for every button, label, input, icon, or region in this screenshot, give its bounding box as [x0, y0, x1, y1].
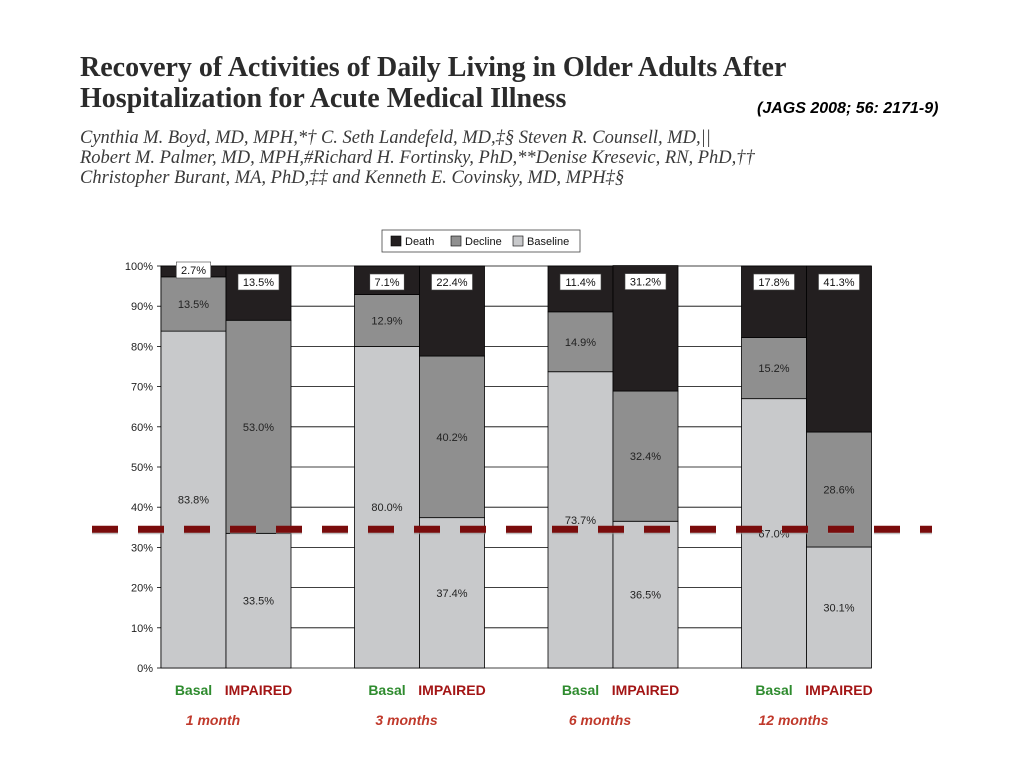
category-label-impaired: IMPAIRED	[224, 682, 293, 698]
author-list: Cynthia M. Boyd, MD, MPH,*† C. Seth Land…	[80, 128, 755, 188]
data-label-box	[624, 273, 667, 290]
author-line-3: Christopher Burant, MA, PhD,‡‡ and Kenne…	[80, 168, 625, 188]
data-label-decline: 15.2%	[758, 363, 789, 375]
bar-segment-decline	[547, 311, 614, 373]
bar-segment-decline	[160, 276, 227, 332]
data-label-decline: 32.4%	[630, 451, 661, 463]
category-label-impaired: IMPAIRED	[418, 682, 486, 698]
data-label-decline: 28.6%	[823, 485, 854, 497]
title-line-2: Hospitalization for Acute Medical Illnes…	[80, 83, 567, 114]
category-label-basal: Basal	[561, 682, 600, 698]
data-label-decline: 40.2%	[436, 432, 467, 444]
bar-segment-death	[806, 265, 872, 433]
data-label-baseline: 83.8%	[178, 495, 209, 507]
data-label-death: 13.5%	[243, 277, 274, 289]
legend-swatch	[450, 235, 462, 247]
period-label: 1 month	[185, 712, 241, 728]
bar-segment-baseline	[160, 330, 227, 669]
category-label-basal: Basal	[755, 682, 793, 698]
data-label-death: 17.8%	[758, 277, 789, 289]
data-label-death: 2.7%	[181, 265, 206, 277]
bar-segment-decline	[612, 390, 679, 522]
data-label-death: 7.1%	[374, 277, 399, 289]
legend-swatch	[390, 235, 402, 247]
data-label-box	[818, 273, 860, 291]
data-label-decline: 13.5%	[178, 299, 209, 311]
data-label-box	[559, 273, 602, 291]
data-label-box	[431, 273, 473, 291]
legend-label: Baseline	[527, 236, 569, 248]
bar-segment-baseline	[225, 532, 292, 669]
data-label-decline: 12.9%	[371, 315, 402, 327]
bar-segment-decline	[419, 355, 485, 519]
period-label: 3 months	[375, 712, 438, 728]
data-label-baseline: 73.7%	[565, 515, 596, 527]
bar-segment-death	[547, 265, 614, 313]
category-label-impaired: IMPAIRED	[805, 682, 873, 698]
data-label-decline: 14.9%	[565, 337, 596, 349]
y-tick-label: 10%	[131, 623, 153, 635]
data-label-baseline: 37.4%	[436, 588, 467, 600]
bar-segment-baseline	[547, 371, 614, 669]
legend-box	[381, 229, 581, 253]
y-tick-label: 70%	[131, 382, 153, 394]
y-tick-label: 30%	[131, 542, 153, 554]
y-tick-label: 60%	[131, 422, 153, 434]
y-tick-label: 90%	[131, 301, 153, 313]
y-tick-label: 80%	[131, 341, 153, 353]
author-line-1: Cynthia M. Boyd, MD, MPH,*† C. Seth Land…	[80, 128, 711, 148]
period-label: 6 months	[568, 712, 632, 728]
author-line-2: Robert M. Palmer, MD, MPH,#Richard H. Fo…	[80, 148, 755, 168]
legend-label: Decline	[465, 236, 502, 248]
category-label-basal: Basal	[368, 682, 406, 698]
bar-segment-decline	[225, 319, 292, 534]
category-label-basal: Basal	[174, 682, 213, 698]
bar-segment-baseline	[612, 520, 679, 669]
data-label-death: 11.4%	[565, 277, 596, 289]
data-label-baseline: 67.0%	[758, 528, 789, 540]
title-line-1: Recovery of Activities of Daily Living i…	[80, 52, 787, 83]
y-tick-label: 0%	[137, 663, 153, 675]
data-label-box	[237, 273, 280, 291]
legend-label: Death	[405, 236, 434, 248]
period-label: 12 months	[758, 712, 829, 728]
data-label-death: 22.4%	[436, 277, 467, 289]
y-tick-label: 50%	[131, 462, 153, 474]
y-tick-label: 40%	[131, 502, 153, 514]
data-label-baseline: 33.5%	[243, 596, 274, 608]
article-title: Recovery of Activities of Daily Living i…	[80, 52, 786, 114]
y-tick-label: 20%	[131, 583, 153, 595]
data-label-box	[369, 273, 405, 291]
data-label-baseline: 80.0%	[371, 502, 402, 514]
citation: (JAGS 2008; 56: 2171-9)	[757, 100, 939, 117]
data-label-baseline: 36.5%	[630, 590, 661, 602]
data-label-death: 31.2%	[630, 277, 661, 289]
data-label-decline: 53.0%	[243, 422, 274, 434]
category-label-impaired: IMPAIRED	[611, 682, 680, 698]
bar-segment-baseline	[806, 546, 872, 669]
bar-segment-baseline	[354, 345, 420, 669]
data-label-baseline: 30.1%	[823, 602, 854, 614]
bar-segment-decline	[741, 337, 807, 400]
y-tick-label: 100%	[125, 261, 153, 273]
data-label-box	[753, 273, 795, 291]
data-label-death: 41.3%	[823, 277, 854, 289]
data-label-box	[176, 261, 212, 279]
bar-segment-baseline	[419, 517, 485, 669]
legend-swatch	[512, 235, 524, 247]
